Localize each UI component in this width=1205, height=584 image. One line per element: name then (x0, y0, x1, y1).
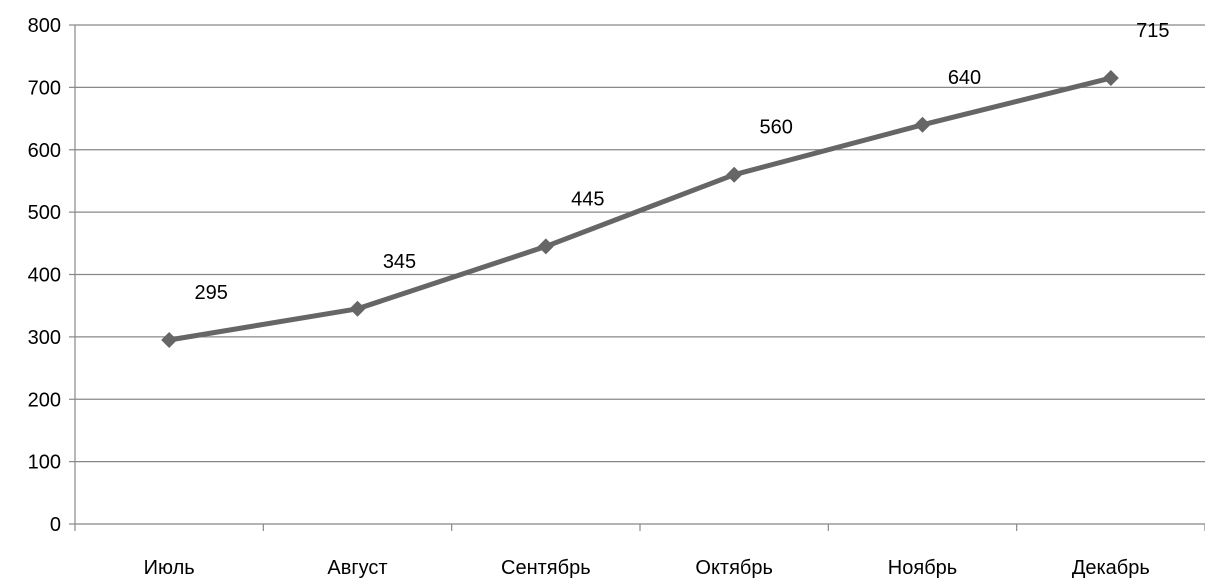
data-label-Октябрь: 560 (759, 117, 792, 139)
y-tick-label-200: 200 (28, 389, 61, 411)
data-labels: 295 345 445 560 640 715 (194, 20, 1169, 304)
data-point-Август (349, 300, 366, 317)
x-tick-label-5: Ноябрь (888, 557, 957, 579)
x-tick-label-4: Октябрь (695, 557, 773, 579)
y-tick-label-400: 400 (28, 265, 61, 287)
data-points (161, 70, 1119, 348)
y-tick-label-300: 300 (28, 327, 61, 349)
data-label-Декабрь: 715 (1136, 20, 1169, 42)
axes (69, 24, 1205, 531)
y-tick-label-700: 700 (28, 77, 61, 99)
x-tick-label-1: Июль (144, 557, 195, 579)
data-label-Сентябрь: 445 (571, 188, 604, 210)
x-axis-tick-labels: Июль Август Сентябрь Октябрь Ноябрь Декабрь (144, 557, 1150, 579)
data-point-Октябрь (726, 166, 743, 183)
y-tick-label-100: 100 (28, 452, 61, 474)
y-tick-label-500: 500 (28, 202, 61, 224)
x-tick-label-6: Декабрь (1072, 557, 1150, 579)
data-point-Ноябрь (914, 116, 931, 133)
series-line-group (166, 75, 1114, 343)
y-tick-label-800: 800 (28, 15, 61, 37)
data-point-Сентябрь (537, 238, 554, 255)
data-label-Август: 345 (383, 251, 416, 273)
y-tick-label-0: 0 (50, 514, 61, 536)
data-label-Ноябрь: 640 (948, 67, 981, 89)
x-tick-label-3: Сентябрь (501, 557, 591, 579)
gridlines (75, 24, 1205, 463)
data-label-Июль: 295 (194, 282, 227, 304)
series-line (166, 75, 1114, 343)
x-tick-label-2: Август (327, 557, 387, 579)
data-point-Декабрь (1102, 70, 1119, 87)
y-axis-tick-labels: 0 100 200 300 400 500 600 700 800 (28, 15, 61, 536)
y-tick-label-600: 600 (28, 140, 61, 162)
data-point-Июль (161, 331, 178, 348)
